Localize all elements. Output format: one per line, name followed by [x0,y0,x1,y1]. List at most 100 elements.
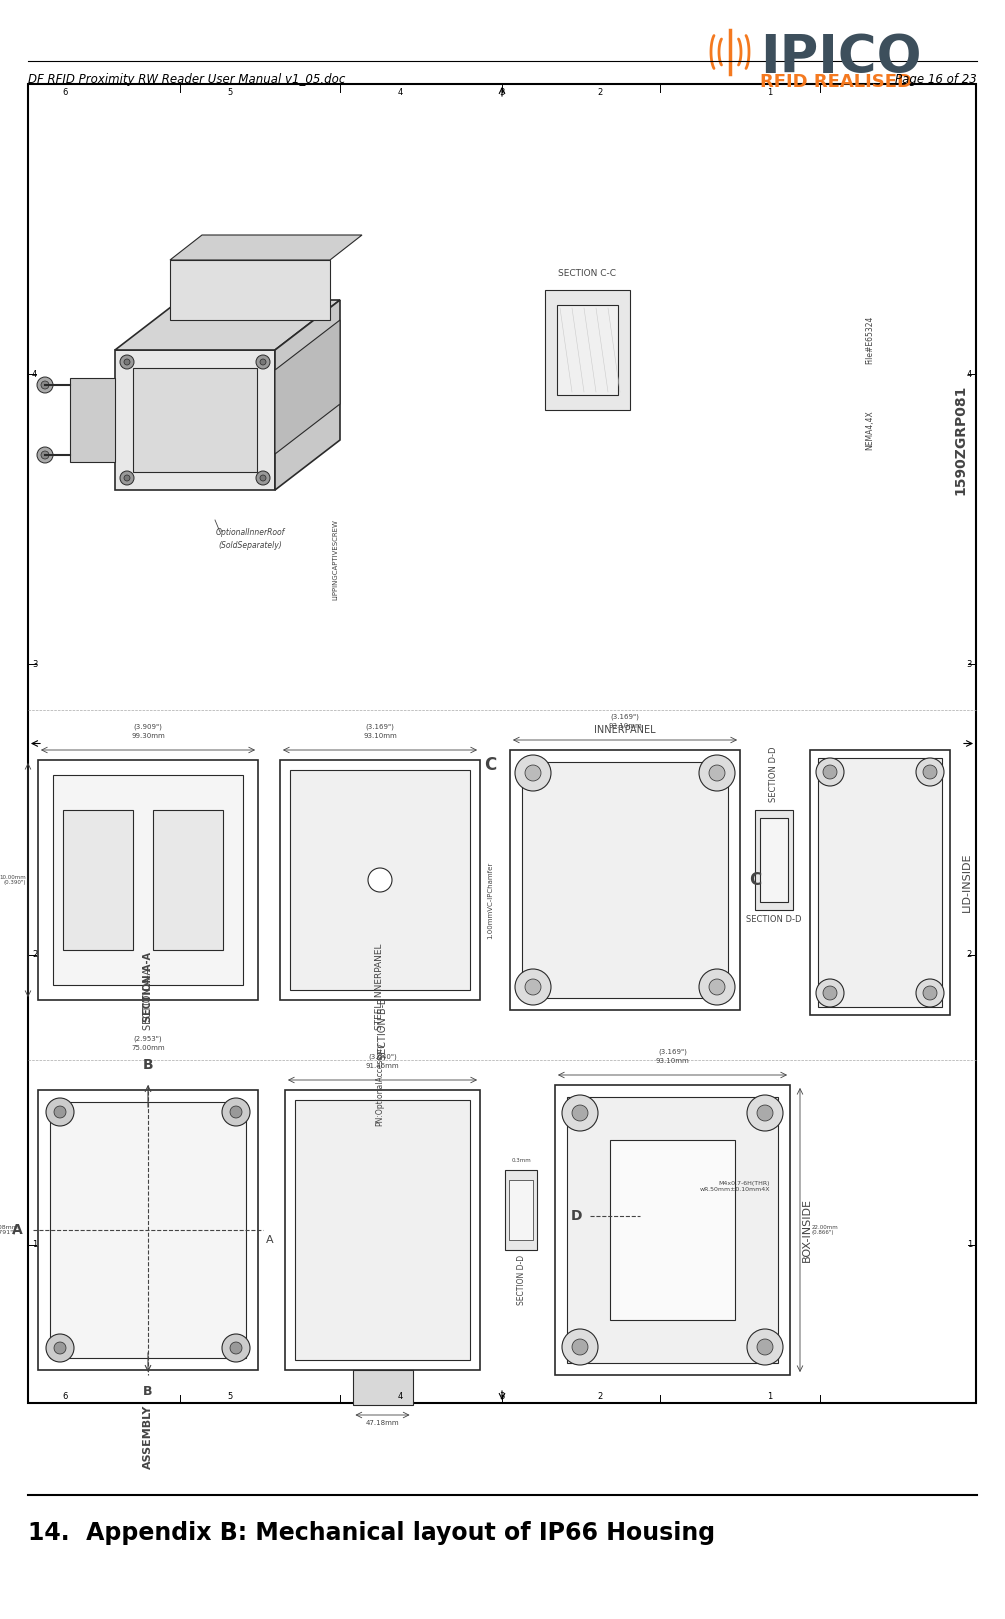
Circle shape [823,986,837,1001]
Text: IPICO: IPICO [760,32,922,84]
Text: 5: 5 [227,1392,232,1400]
Text: B: B [143,1057,154,1072]
Bar [755,810,793,910]
Text: 75.00mm: 75.00mm [132,1044,165,1051]
Text: STEEL INNERPANEL: STEEL INNERPANEL [376,944,385,1030]
Bar [285,1090,480,1370]
Text: 1: 1 [768,1392,773,1400]
Text: SECTION D-D: SECTION D-D [770,746,779,801]
Text: 2: 2 [967,950,972,958]
Circle shape [515,970,551,1005]
Text: LIPPINGCAPTIVESCREW: LIPPINGCAPTIVESCREW [332,520,338,601]
Bar [153,810,223,950]
Bar [557,304,618,395]
Text: A: A [266,1235,273,1245]
Bar [133,368,257,473]
Text: 47.18mm: 47.18mm [366,1420,399,1426]
Circle shape [124,359,130,364]
Circle shape [699,754,735,792]
Bar [28,84,976,1404]
Text: SECTION B-B: SECTION B-B [378,997,388,1060]
Text: 91.46mm: 91.46mm [366,1064,399,1069]
Text: LID-INSIDE: LID-INSIDE [962,853,972,911]
Circle shape [120,471,134,486]
Circle shape [747,1329,783,1365]
Text: SECTION A-A: SECTION A-A [143,968,153,1030]
Text: 1: 1 [768,87,773,97]
Text: 10.00mm
(0.390"): 10.00mm (0.390") [0,874,26,886]
Circle shape [256,471,270,486]
Text: ASSEMBLY: ASSEMBLY [143,1405,153,1470]
Circle shape [260,474,266,481]
Text: C: C [749,871,761,889]
Text: (3.169"): (3.169") [658,1047,687,1054]
Polygon shape [353,1370,412,1405]
Text: SECTION D-D: SECTION D-D [517,1255,526,1305]
Circle shape [525,979,541,996]
Bar [53,776,243,984]
Circle shape [699,970,735,1005]
Text: 1.00mmVC-IPChamfer: 1.00mmVC-IPChamfer [487,861,493,939]
Circle shape [260,359,266,364]
Circle shape [54,1106,66,1119]
Circle shape [816,979,844,1007]
Circle shape [562,1329,598,1365]
Circle shape [46,1098,74,1125]
Text: 2: 2 [597,87,603,97]
Circle shape [41,380,49,389]
Text: 6: 6 [62,87,67,97]
Text: (3.909"): (3.909") [134,724,163,730]
Circle shape [916,979,944,1007]
Text: (3.169"): (3.169") [366,724,394,730]
Circle shape [572,1339,588,1355]
Text: (3.169"): (3.169") [611,712,639,719]
Text: 3: 3 [967,661,972,669]
Bar [505,1171,537,1250]
Text: 14.  Appendix B: Mechanical layout of IP66 Housing: 14. Appendix B: Mechanical layout of IP6… [28,1520,716,1545]
Text: PN:OptionalAccessory: PN:OptionalAccessory [376,1043,385,1125]
Bar [63,810,133,950]
Circle shape [923,986,937,1001]
Bar [610,1140,735,1319]
Circle shape [230,1342,242,1353]
Circle shape [709,766,725,780]
Text: 93.10mm: 93.10mm [655,1057,689,1064]
Bar [760,818,788,902]
Text: A: A [12,1222,23,1237]
Circle shape [757,1106,773,1120]
Bar [818,758,942,1007]
Circle shape [757,1339,773,1355]
Circle shape [562,1094,598,1132]
Bar [509,1180,533,1240]
Circle shape [222,1334,250,1362]
Text: OptionalInnerRoof: OptionalInnerRoof [215,528,284,538]
Text: SECTION A-A: SECTION A-A [143,952,153,1022]
Bar [510,750,740,1010]
Text: (SoldSeparately): (SoldSeparately) [218,541,281,550]
Circle shape [256,355,270,369]
Circle shape [120,355,134,369]
Text: RFID REALISED: RFID REALISED [760,73,912,91]
Circle shape [37,447,53,463]
Text: 2: 2 [32,950,37,958]
Circle shape [916,758,944,785]
Text: DF RFID Proximity RW Reader User Manual v1_05.doc: DF RFID Proximity RW Reader User Manual … [28,73,346,86]
Text: 22.00mm
(0.866"): 22.00mm (0.866") [812,1224,839,1235]
Circle shape [37,377,53,393]
Text: SECTION C-C: SECTION C-C [559,269,616,278]
Polygon shape [170,261,330,321]
Text: 99.30mm: 99.30mm [131,733,165,738]
Circle shape [41,452,49,460]
Text: 4: 4 [32,369,37,379]
Polygon shape [275,300,340,491]
Polygon shape [115,300,340,350]
Circle shape [923,766,937,779]
Text: 93.10mm: 93.10mm [363,733,397,738]
Circle shape [368,868,392,892]
Text: D: D [571,1208,583,1222]
Circle shape [230,1106,242,1119]
Text: 1: 1 [32,1240,37,1250]
Bar [810,750,950,1015]
Text: SECTION D-D: SECTION D-D [747,915,802,924]
Text: 4: 4 [397,1392,403,1400]
